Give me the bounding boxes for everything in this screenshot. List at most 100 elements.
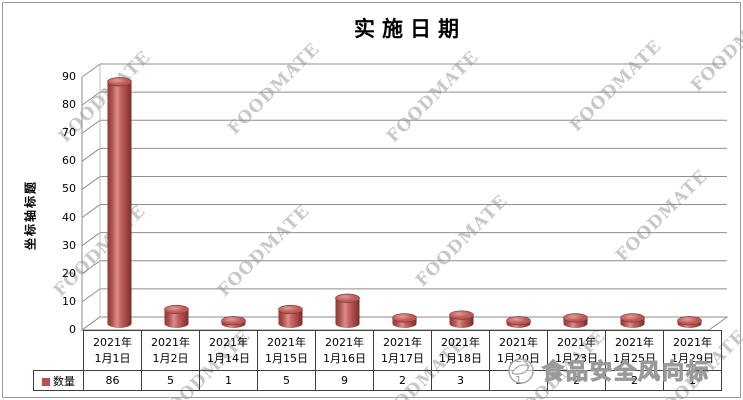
bar-cylinder: [221, 316, 246, 328]
value-cell: 5: [257, 370, 316, 391]
cylinder-bottom: [677, 319, 702, 328]
y-tick-label: 90: [62, 70, 76, 83]
y-tick-label: 80: [62, 98, 76, 112]
y-tick-label: 20: [62, 266, 76, 280]
x-axis-date-label: 2021年 1月15日: [257, 330, 316, 371]
x-axis-date-label: 2021年 1月20日: [489, 330, 548, 371]
cylinder-top: [278, 304, 303, 315]
x-axis-date-label: 2021年 1月14日: [199, 330, 258, 371]
bar-cylinder: [449, 310, 474, 328]
gridline-connector: [81, 232, 101, 247]
gridline-connector: [81, 316, 101, 331]
cylinder-bottom: [164, 319, 189, 328]
cylinder-bottom: [563, 319, 588, 328]
cylinder-body: [392, 317, 417, 328]
cylinder-top: [563, 313, 588, 323]
value-cell: 2: [547, 370, 606, 391]
value-cell: 9: [315, 370, 374, 391]
cylinder-top: [677, 316, 702, 326]
value-cell: 5: [141, 370, 200, 391]
y-axis-title: 坐标轴标题: [23, 179, 38, 251]
cylinder-top: [221, 316, 246, 326]
y-tick-label: 10: [62, 294, 76, 308]
cylinder-top: [107, 77, 132, 87]
cylinder-bottom: [449, 319, 474, 328]
bar-cylinder: [563, 313, 588, 328]
x-axis-date-label: 2021年 1月29日: [663, 330, 722, 371]
x-axis-date-label: 2021年 1月2日: [141, 330, 200, 371]
bar-cylinder: [107, 77, 132, 328]
floor-plane: [80, 316, 729, 331]
cylinder-body: [620, 317, 645, 328]
cylinder-top: [392, 313, 417, 323]
cylinder-body: [335, 298, 360, 328]
foodmate-watermark: FOODMATE: [55, 47, 155, 147]
legend-key: 数量: [33, 370, 84, 391]
table-blank-corner: [34, 331, 84, 371]
value-cell: 3: [431, 370, 490, 391]
x-axis-date-label: 2021年 1月16日: [315, 330, 374, 371]
cylinder-body: [563, 317, 588, 328]
y-tick-label: 70: [62, 126, 76, 140]
gridline-connector: [81, 63, 101, 78]
cylinder-top: [335, 293, 360, 303]
x-axis-date-label: 2021年 1月23日: [547, 330, 606, 371]
bar-cylinder: [164, 304, 189, 328]
cylinder-bottom: [392, 319, 417, 328]
value-cell: 1: [489, 370, 548, 391]
value-cell: 2: [373, 370, 432, 391]
bar-cylinder: [392, 313, 417, 328]
cylinder-top: [506, 316, 531, 326]
foodmate-watermark: FOODMATE: [50, 201, 150, 301]
cylinder-bottom: [221, 319, 246, 328]
cylinder-body: [164, 309, 189, 328]
chart-title: 实施日期: [354, 17, 466, 41]
cylinder-body: [677, 320, 702, 328]
cylinder-body: [278, 309, 303, 328]
x-axis-date-label: 2021年 1月25日: [605, 330, 664, 371]
cylinder-top: [620, 313, 645, 323]
cylinder-top: [449, 310, 474, 320]
gridline-connector: [81, 260, 101, 275]
cylinder-bottom: [620, 319, 645, 328]
legend-series-label: 数量: [53, 374, 75, 388]
value-cell: 86: [83, 370, 142, 391]
bar-cylinder: [335, 293, 360, 328]
cylinder-bottom: [506, 319, 531, 328]
cylinder-body: [221, 320, 246, 328]
x-axis-date-label: 2021年 1月1日: [83, 330, 142, 371]
gridline-connector: [81, 288, 101, 303]
data-table: 2021年 1月1日 2021年 1月2日 2021年 1月14日 2021年 1月1…: [33, 330, 722, 391]
gridline-connector: [81, 91, 101, 106]
x-axis-date-label: 2021年 1月17日: [373, 330, 432, 371]
legend-color-swatch: [42, 377, 50, 386]
bar-cylinder: [506, 316, 531, 328]
foodmate-watermark: FOODMATE: [412, 191, 512, 291]
x-axis-date-label: 2021年 1月18日: [431, 330, 490, 371]
gridline-connector: [81, 176, 101, 190]
value-cell: 2: [605, 370, 664, 391]
y-tick-label: 50: [62, 182, 76, 196]
y-tick-label: 30: [62, 238, 76, 252]
foodmate-watermark: FOODMATE: [612, 166, 712, 266]
cylinder-top: [164, 304, 189, 315]
bar-cylinder: [677, 316, 702, 328]
value-cell: 1: [199, 370, 258, 391]
cylinder-body: [506, 320, 531, 328]
gridline-connector: [81, 119, 101, 134]
cylinder-body: [449, 315, 474, 328]
foodmate-watermark: FOODMATE: [566, 36, 666, 136]
bar-cylinder: [278, 304, 303, 328]
y-tick-label: 40: [62, 210, 76, 224]
gridline-connector: [81, 147, 101, 162]
cylinder-bottom: [335, 319, 360, 328]
cylinder-body: [107, 81, 132, 328]
foodmate-watermark: FOODMATE: [383, 47, 483, 147]
cylinder-bottom: [278, 319, 303, 328]
bar-cylinder: [620, 313, 645, 328]
foodmate-watermark: FOODMATE: [224, 39, 324, 139]
foodmate-watermark: FOODMATE: [214, 201, 314, 301]
y-tick-label: 60: [62, 154, 76, 168]
gridline-connector: [81, 204, 101, 218]
